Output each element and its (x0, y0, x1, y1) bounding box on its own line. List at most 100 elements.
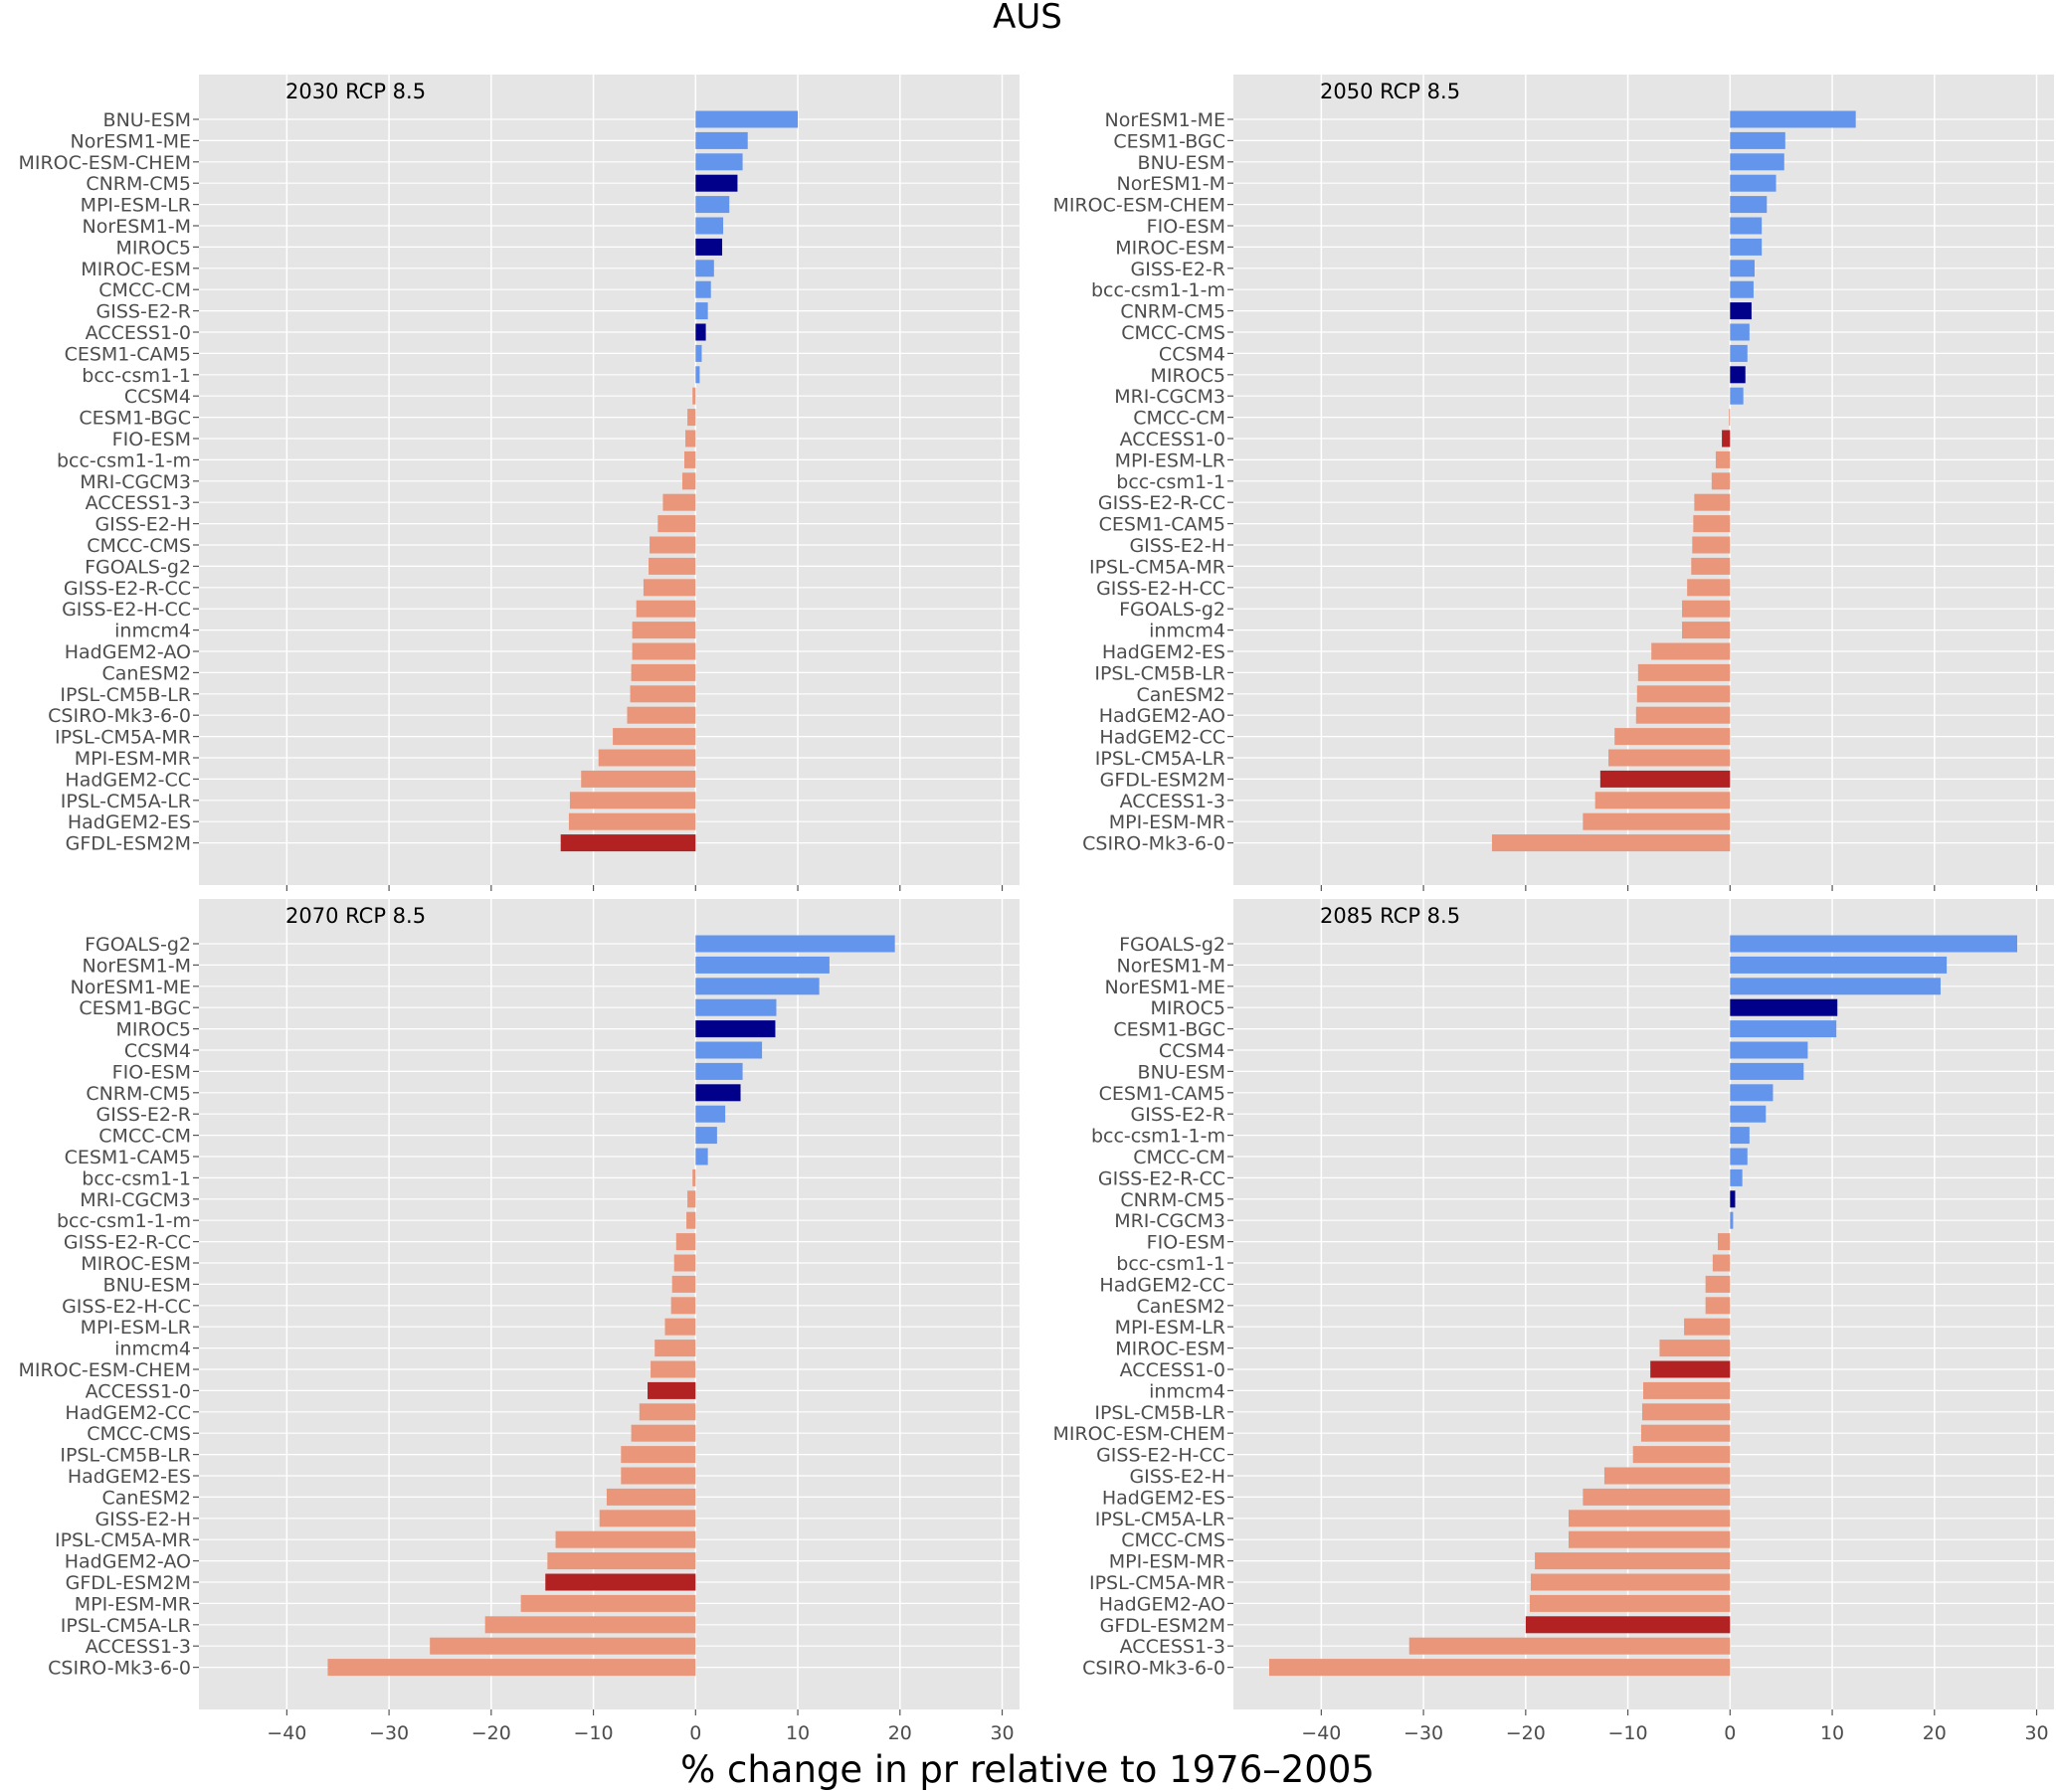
bar-MIROC-ESM-CHEM (651, 1360, 696, 1378)
bar-HadGEM2-ES (621, 1467, 696, 1485)
y-tick-label: CESM1-BGC (1113, 130, 1225, 152)
bar-HadGEM2-AO (632, 642, 696, 660)
bar-GISS-E2-H (599, 1510, 696, 1527)
bar-ACCESS1-3 (1594, 792, 1731, 809)
y-tick-label: HadGEM2-ES (68, 1466, 191, 1488)
y-tick-label: GISS-E2-H-CC (1096, 1445, 1225, 1467)
y-tick-label: CESM1-CAM5 (65, 1147, 191, 1168)
y-tick-label: NorESM1-M (83, 955, 191, 977)
y-tick-label: MIROC5 (115, 237, 191, 259)
y-tick-label: bcc-csm1-1 (82, 1167, 191, 1189)
bar-MIROC-ESM-CHEM (1730, 196, 1768, 214)
y-tick-label: IPSL-CM5A-LR (61, 791, 191, 812)
bar-GISS-E2-R-CC (1730, 1168, 1743, 1186)
y-tick-label: NorESM1-ME (71, 977, 191, 998)
y-tick-label: CanESM2 (1137, 684, 1226, 706)
bar-BNU-ESM (1730, 153, 1784, 171)
bar-HadGEM2-AO (547, 1552, 696, 1570)
y-tick-label: CCSM4 (1159, 1040, 1225, 1062)
y-tick-label: MPI-ESM-MR (75, 748, 191, 770)
y-tick-label: MIROC-ESM-CHEM (18, 152, 191, 174)
y-tick-label: GFDL-ESM2M (66, 1572, 191, 1594)
y-tick-label: CanESM2 (1137, 1296, 1226, 1318)
bar-CCSM4 (1730, 344, 1748, 362)
y-tick-label: MPI-ESM-MR (75, 1593, 191, 1615)
bar-CanESM2 (1705, 1297, 1731, 1315)
y-tick-label: CMCC-CM (1133, 1147, 1225, 1168)
y-tick-label: FGOALS-g2 (85, 556, 191, 578)
bar-IPSL-CM5A-MR (1691, 557, 1731, 575)
y-tick-label: bcc-csm1-1-m (57, 1210, 191, 1232)
y-tick-label: CNRM-CM5 (1120, 1189, 1225, 1211)
x-tick-label: 10 (786, 1722, 810, 1744)
bar-MPI-ESM-LR (664, 1318, 696, 1336)
bar-NorESM1-M (695, 956, 830, 974)
bar-HadGEM2-CC (1614, 728, 1731, 746)
bar-ACCESS1-0 (695, 323, 706, 341)
y-tick-label: inmcm4 (1149, 621, 1225, 642)
y-tick-label: CSIRO-Mk3-6-0 (48, 705, 191, 727)
panel-2: −40 −30 −20 −10 0 10 20 30 FGOALS-g2NorESM1-MNor… (18, 899, 1020, 1744)
y-tick-label: GISS-E2-R-CC (1098, 1167, 1225, 1189)
y-tick-label: MIROC-ESM (1115, 1339, 1225, 1360)
y-tick-label: FIO-ESM (112, 429, 191, 450)
bar-MPI-ESM-LR (1684, 1318, 1731, 1336)
y-tick-label: MRI-CGCM3 (80, 471, 191, 493)
bar-FIO-ESM (1717, 1233, 1731, 1251)
y-tick-label: CNRM-CM5 (86, 173, 191, 195)
y-tick-label: GISS-E2-R-CC (64, 578, 191, 600)
y-tick-label: CESM1-CAM5 (65, 343, 191, 365)
y-tick-label: CCSM4 (1159, 343, 1225, 365)
bar-ACCESS1-3 (662, 493, 696, 511)
bar-GISS-E2-R (1730, 1105, 1767, 1123)
y-tick-label: MIROC5 (115, 1019, 191, 1041)
bar-MIROC-ESM-CHEM (1640, 1424, 1731, 1442)
y-tick-label: CCSM4 (124, 386, 191, 408)
y-tick-label: ACCESS1-0 (1120, 429, 1225, 450)
x-tick-label: −40 (1301, 1722, 1341, 1744)
bar-CCSM4 (692, 387, 696, 405)
bar-CSIRO-Mk3-6-0 (627, 706, 696, 724)
y-tick-label: bcc-csm1-1-m (57, 449, 191, 471)
bar-GISS-E2-R-CC (675, 1233, 696, 1251)
bar-CSIRO-Mk3-6-0 (327, 1659, 696, 1677)
y-tick-label: HadGEM2-AO (1099, 1593, 1225, 1615)
bar-HadGEM2-ES (568, 812, 696, 830)
bar-inmcm4 (1682, 622, 1731, 639)
bar-NorESM1-ME (695, 978, 820, 995)
bar-FGOALS-g2 (1682, 600, 1731, 618)
y-tick-label: inmcm4 (114, 1339, 191, 1360)
y-tick-label: GISS-E2-H (94, 1509, 191, 1530)
x-axis-label: % change in pr relative to 1976–2005 (680, 1748, 1375, 1791)
bar-IPSL-CM5A-LR (1608, 749, 1731, 767)
bar-IPSL-CM5B-LR (621, 1446, 696, 1464)
bar-GISS-E2-H (657, 515, 696, 533)
y-tick-label: CSIRO-Mk3-6-0 (48, 1658, 191, 1680)
y-tick-label: MPI-ESM-MR (1109, 1551, 1225, 1573)
y-tick-label: CNRM-CM5 (1120, 301, 1225, 323)
bar-inmcm4 (1642, 1381, 1731, 1399)
y-tick-label: NorESM1-ME (71, 130, 191, 152)
y-tick-label: MRI-CGCM3 (1114, 386, 1225, 408)
bar-MIROC5 (695, 1020, 776, 1038)
x-tick-label: −30 (1403, 1722, 1443, 1744)
y-tick-label: IPSL-CM5A-LR (1095, 1509, 1225, 1530)
panel-1: NorESM1-MECESM1-BGCBNU-ESMNorESM1-MMIROC… (1052, 75, 2054, 891)
y-tick-label: GISS-E2-R (1131, 1104, 1225, 1126)
y-tick-label: MIROC5 (1150, 997, 1225, 1019)
bar-ACCESS1-0 (1722, 430, 1731, 448)
bar-CESM1-BGC (695, 998, 777, 1016)
bar-GISS-E2-R (695, 1105, 726, 1123)
y-tick-label: GISS-E2-R (1131, 259, 1225, 280)
x-tick-label: −20 (1506, 1722, 1546, 1744)
y-tick-label: CMCC-CMS (87, 1423, 191, 1445)
y-tick-label: HadGEM2-CC (1099, 1274, 1225, 1296)
bar-MPI-ESM-LR (695, 196, 730, 214)
y-tick-label: GISS-E2-R-CC (1098, 492, 1225, 514)
y-tick-label: GISS-E2-H-CC (62, 599, 191, 621)
y-tick-label: CESM1-CAM5 (1099, 514, 1225, 536)
y-tick-label: IPSL-CM5B-LR (1094, 1402, 1225, 1424)
x-tick-label: −20 (471, 1722, 511, 1744)
y-tick-label: CSIRO-Mk3-6-0 (1082, 1658, 1225, 1680)
